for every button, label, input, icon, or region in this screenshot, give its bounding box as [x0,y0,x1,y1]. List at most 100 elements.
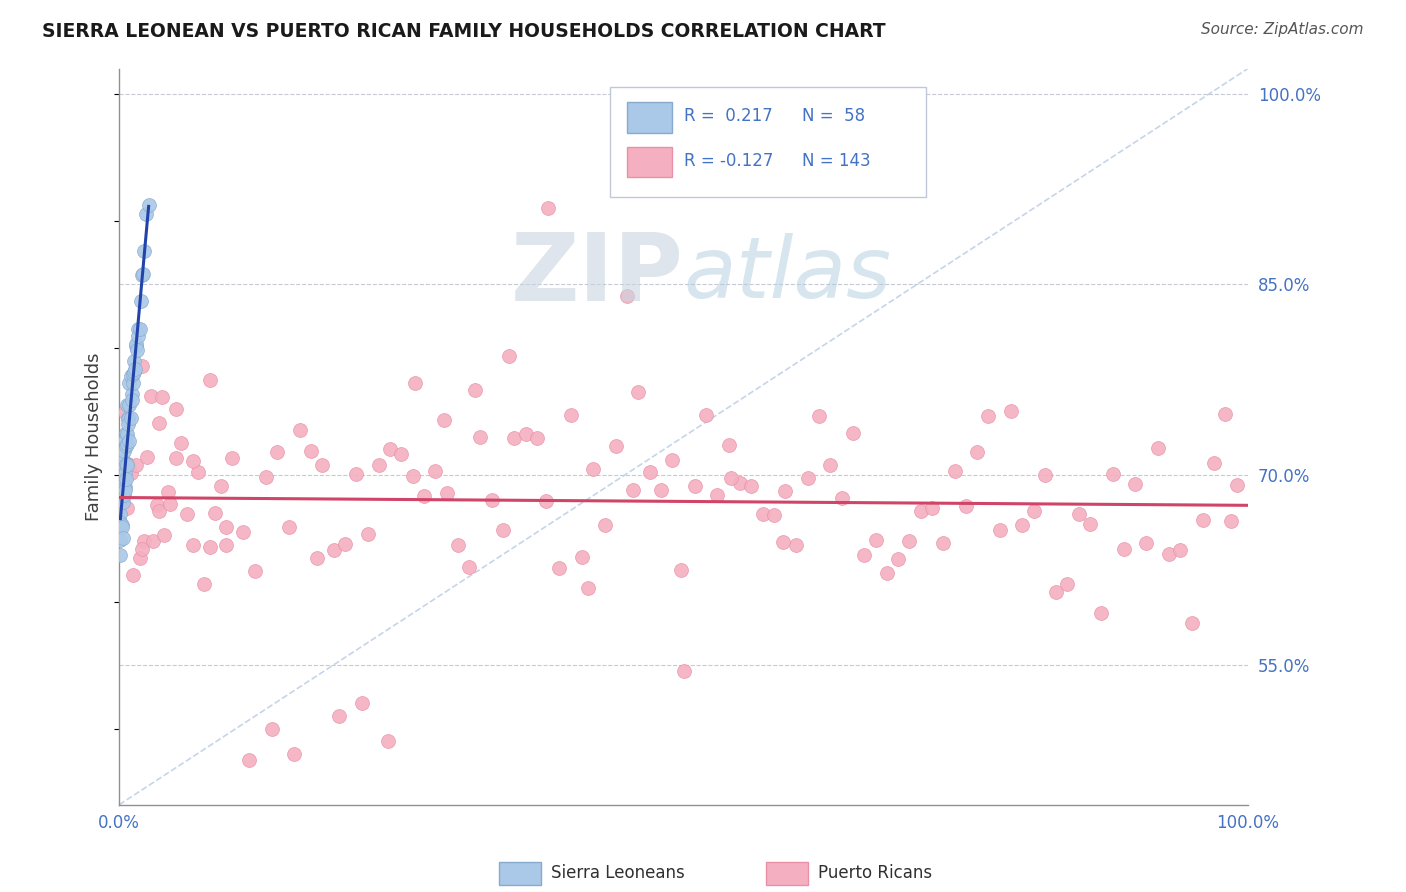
Point [808,409,831,423]
Point [955,499,977,513]
Point [831,491,853,505]
Point [148,504,170,518]
Point [135,207,157,221]
FancyBboxPatch shape [610,87,927,197]
Point [898,534,921,549]
Text: Source: ZipAtlas.com: Source: ZipAtlas.com [1201,22,1364,37]
Point [621,483,644,497]
Point [977,409,1000,423]
Point [1067,507,1090,521]
Point [650,483,672,498]
Point [470,429,492,443]
Point [115,472,138,486]
Point [865,533,887,547]
Point [932,536,955,550]
Point [751,508,773,522]
Point [118,399,141,413]
Point [110,515,132,529]
Point [153,528,176,542]
Point [277,520,299,534]
Point [1204,456,1226,470]
Text: SIERRA LEONEAN VS PUERTO RICAN FAMILY HOUSEHOLDS CORRELATION CHART: SIERRA LEONEAN VS PUERTO RICAN FAMILY HO… [42,22,886,41]
Point [131,268,153,282]
Text: atlas: atlas [683,233,891,316]
Point [170,435,193,450]
Point [672,665,695,679]
Point [910,504,932,518]
Point [120,467,142,481]
Point [114,483,136,497]
Point [683,479,706,493]
Point [820,458,842,472]
Point [112,444,135,458]
Point [464,383,486,397]
Point [129,293,152,308]
Point [404,376,426,391]
Point [943,464,966,478]
Point [391,447,413,461]
Point [1033,467,1056,482]
Point [120,411,142,425]
Point [181,454,204,468]
Point [127,322,149,336]
Point [115,458,138,472]
Point [560,408,582,422]
Point [110,488,132,502]
Point [627,384,650,399]
Point [115,425,138,440]
Point [110,548,132,562]
Point [288,423,311,437]
Text: N = 143: N = 143 [803,152,870,169]
Point [571,549,593,564]
Point [121,368,143,382]
Point [740,479,762,493]
Point [333,537,356,551]
Point [344,467,367,482]
Point [853,548,876,562]
Point [115,500,138,515]
Point [305,551,328,566]
Point [114,466,136,480]
Point [125,339,148,353]
Point [124,362,146,376]
Point [112,488,135,502]
Point [112,461,135,475]
Point [1078,516,1101,531]
Point [1011,518,1033,533]
Point [378,442,401,457]
Point [120,368,142,383]
Point [121,376,143,391]
Point [1168,543,1191,558]
Point [436,485,458,500]
Point [534,494,557,508]
Point [176,508,198,522]
Point [299,443,322,458]
Point [232,524,254,539]
Point [127,343,149,358]
Point [1180,616,1202,631]
Text: ZIP: ZIP [510,228,683,320]
Point [132,268,155,282]
Point [576,581,599,595]
Point [209,479,232,493]
Point [114,480,136,494]
FancyBboxPatch shape [627,146,672,178]
Point [283,747,305,761]
Point [145,498,167,512]
Point [1220,514,1243,528]
Point [1146,441,1168,455]
Point [1000,404,1022,418]
Point [121,387,143,401]
Point [762,508,785,522]
Point [128,551,150,566]
Point [128,322,150,336]
Point [350,696,373,710]
Point [402,468,425,483]
Point [537,201,560,215]
Point [115,438,138,452]
Point [117,412,139,426]
Point [1226,478,1249,492]
Point [238,753,260,767]
Point [215,538,238,552]
Text: R =  0.217: R = 0.217 [683,107,772,126]
